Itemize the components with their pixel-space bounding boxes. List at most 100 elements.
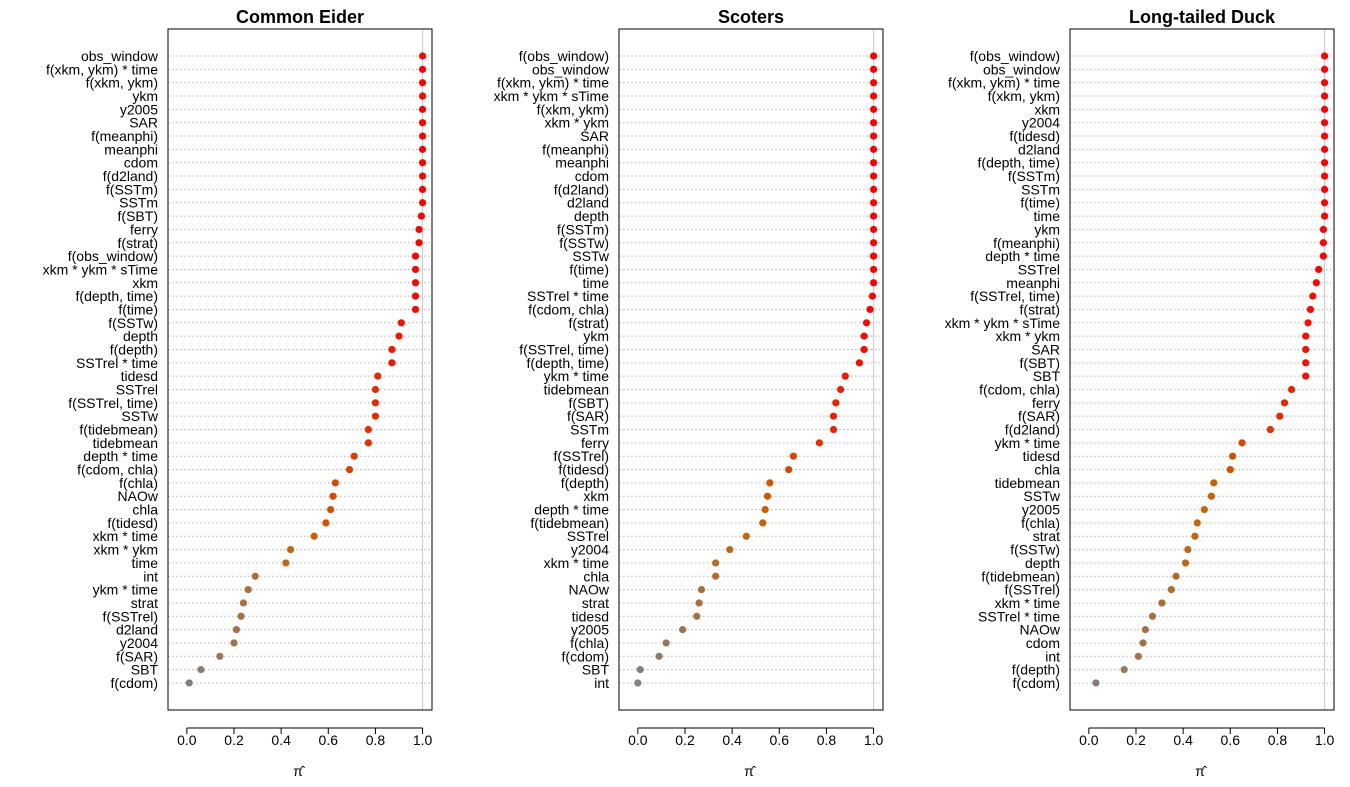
category-label: f(SSTrel, time) xyxy=(68,395,158,411)
data-point xyxy=(1320,199,1329,207)
data-point xyxy=(1148,612,1157,620)
data-point xyxy=(286,545,295,554)
category-label: meanphi xyxy=(104,141,158,157)
data-point xyxy=(418,172,427,180)
data-point xyxy=(411,305,420,314)
category-label: f(SBT) xyxy=(569,395,609,411)
category-label: SAR xyxy=(580,128,609,144)
data-point xyxy=(1191,532,1199,540)
category-label: f(xkm, ykm) xyxy=(988,88,1060,104)
data-point xyxy=(418,159,427,167)
x-tick-label: 0.6 xyxy=(1221,732,1241,748)
data-point xyxy=(327,505,335,514)
x-tick-label: 1.0 xyxy=(864,732,884,748)
data-point xyxy=(282,559,290,567)
category-label: xkm xyxy=(132,275,158,291)
data-point xyxy=(1210,479,1218,487)
category-label: f(SSTrel, time) xyxy=(970,288,1060,304)
category-label: tidesd xyxy=(572,608,609,624)
category-label: f(SSTrel, time) xyxy=(519,341,609,357)
category-label: time xyxy=(132,555,159,571)
category-label: f(time) xyxy=(1020,195,1060,211)
data-point xyxy=(862,319,871,327)
data-point xyxy=(1319,225,1327,234)
data-point xyxy=(869,145,878,153)
data-point xyxy=(866,305,874,314)
data-point xyxy=(742,532,750,540)
category-label: f(chla) xyxy=(1021,515,1060,531)
category-label: NAOw xyxy=(569,582,610,598)
x-tick-label: 0.4 xyxy=(1173,732,1193,748)
category-label: SSTw xyxy=(121,408,158,424)
x-tick-label: 0.6 xyxy=(770,732,790,748)
category-label: f(meanphi) xyxy=(91,128,158,144)
data-point xyxy=(634,679,642,687)
category-label: SAR xyxy=(1031,341,1060,357)
data-point xyxy=(1302,372,1310,380)
data-point xyxy=(655,652,663,660)
category-label: cdom xyxy=(575,168,609,184)
category-label: f(SAR) xyxy=(567,408,609,424)
data-point xyxy=(1320,185,1329,193)
data-point xyxy=(230,639,238,647)
panel-title: Long-tailed Duck xyxy=(1129,7,1276,27)
category-label: xkm xyxy=(583,488,609,504)
data-point xyxy=(855,359,864,367)
category-label: time xyxy=(583,275,610,291)
category-label: f(obs_window) xyxy=(68,248,158,264)
data-point xyxy=(418,145,427,153)
category-label: d2land xyxy=(1018,141,1060,157)
data-point xyxy=(1320,105,1329,113)
category-label: f(SSTrel) xyxy=(554,448,609,464)
data-point xyxy=(869,239,878,247)
data-point xyxy=(371,412,380,420)
category-label: f(cdom, chla) xyxy=(77,462,158,478)
data-point xyxy=(322,519,330,527)
category-label: xkm * time xyxy=(995,595,1061,611)
x-tick-label: 0.8 xyxy=(366,732,386,748)
data-point xyxy=(789,452,798,460)
category-label: f(obs_window) xyxy=(519,48,609,64)
data-point xyxy=(1226,465,1234,474)
data-point xyxy=(411,265,420,274)
data-point xyxy=(232,626,240,634)
x-tick-label: 0.2 xyxy=(224,732,244,748)
data-point xyxy=(869,279,878,287)
category-label: depth * time xyxy=(985,248,1060,264)
category-label: f(cdom) xyxy=(1013,675,1060,691)
data-point xyxy=(869,225,878,234)
x-axis-label: π̂ xyxy=(744,763,757,779)
category-label: NAOw xyxy=(1020,622,1061,638)
category-label: f(d2land) xyxy=(1005,422,1060,438)
category-label: y2005 xyxy=(1022,502,1060,518)
category-label: depth xyxy=(1025,555,1060,571)
category-label: strat xyxy=(1033,528,1060,544)
data-point xyxy=(418,132,427,140)
data-point xyxy=(869,65,878,73)
category-label: y2004 xyxy=(120,635,158,651)
category-label: strat xyxy=(582,595,609,611)
x-tick-label: 0.0 xyxy=(628,732,648,748)
data-point xyxy=(1238,439,1246,447)
category-label: depth * time xyxy=(534,502,609,518)
category-label: obs_window xyxy=(532,61,610,77)
category-label: f(SBT) xyxy=(1020,355,1060,371)
category-label: SSTrel * time xyxy=(76,355,158,371)
data-point xyxy=(1193,519,1201,527)
category-label: SSTw xyxy=(572,248,609,264)
category-label: y2004 xyxy=(1022,115,1060,131)
category-label: xkm * time xyxy=(93,528,159,544)
category-label: tidebmean xyxy=(544,382,609,398)
category-label: SSTrel xyxy=(116,382,158,398)
data-point xyxy=(411,252,420,260)
category-label: f(SSTm) xyxy=(106,181,158,197)
category-label: int xyxy=(1045,648,1060,664)
data-point xyxy=(244,586,252,594)
panel-title: Scoters xyxy=(718,7,784,27)
category-label: SSTm xyxy=(570,422,609,438)
category-label: f(cdom, chla) xyxy=(528,301,609,317)
category-label: meanphi xyxy=(555,155,609,171)
data-point xyxy=(1320,172,1329,180)
